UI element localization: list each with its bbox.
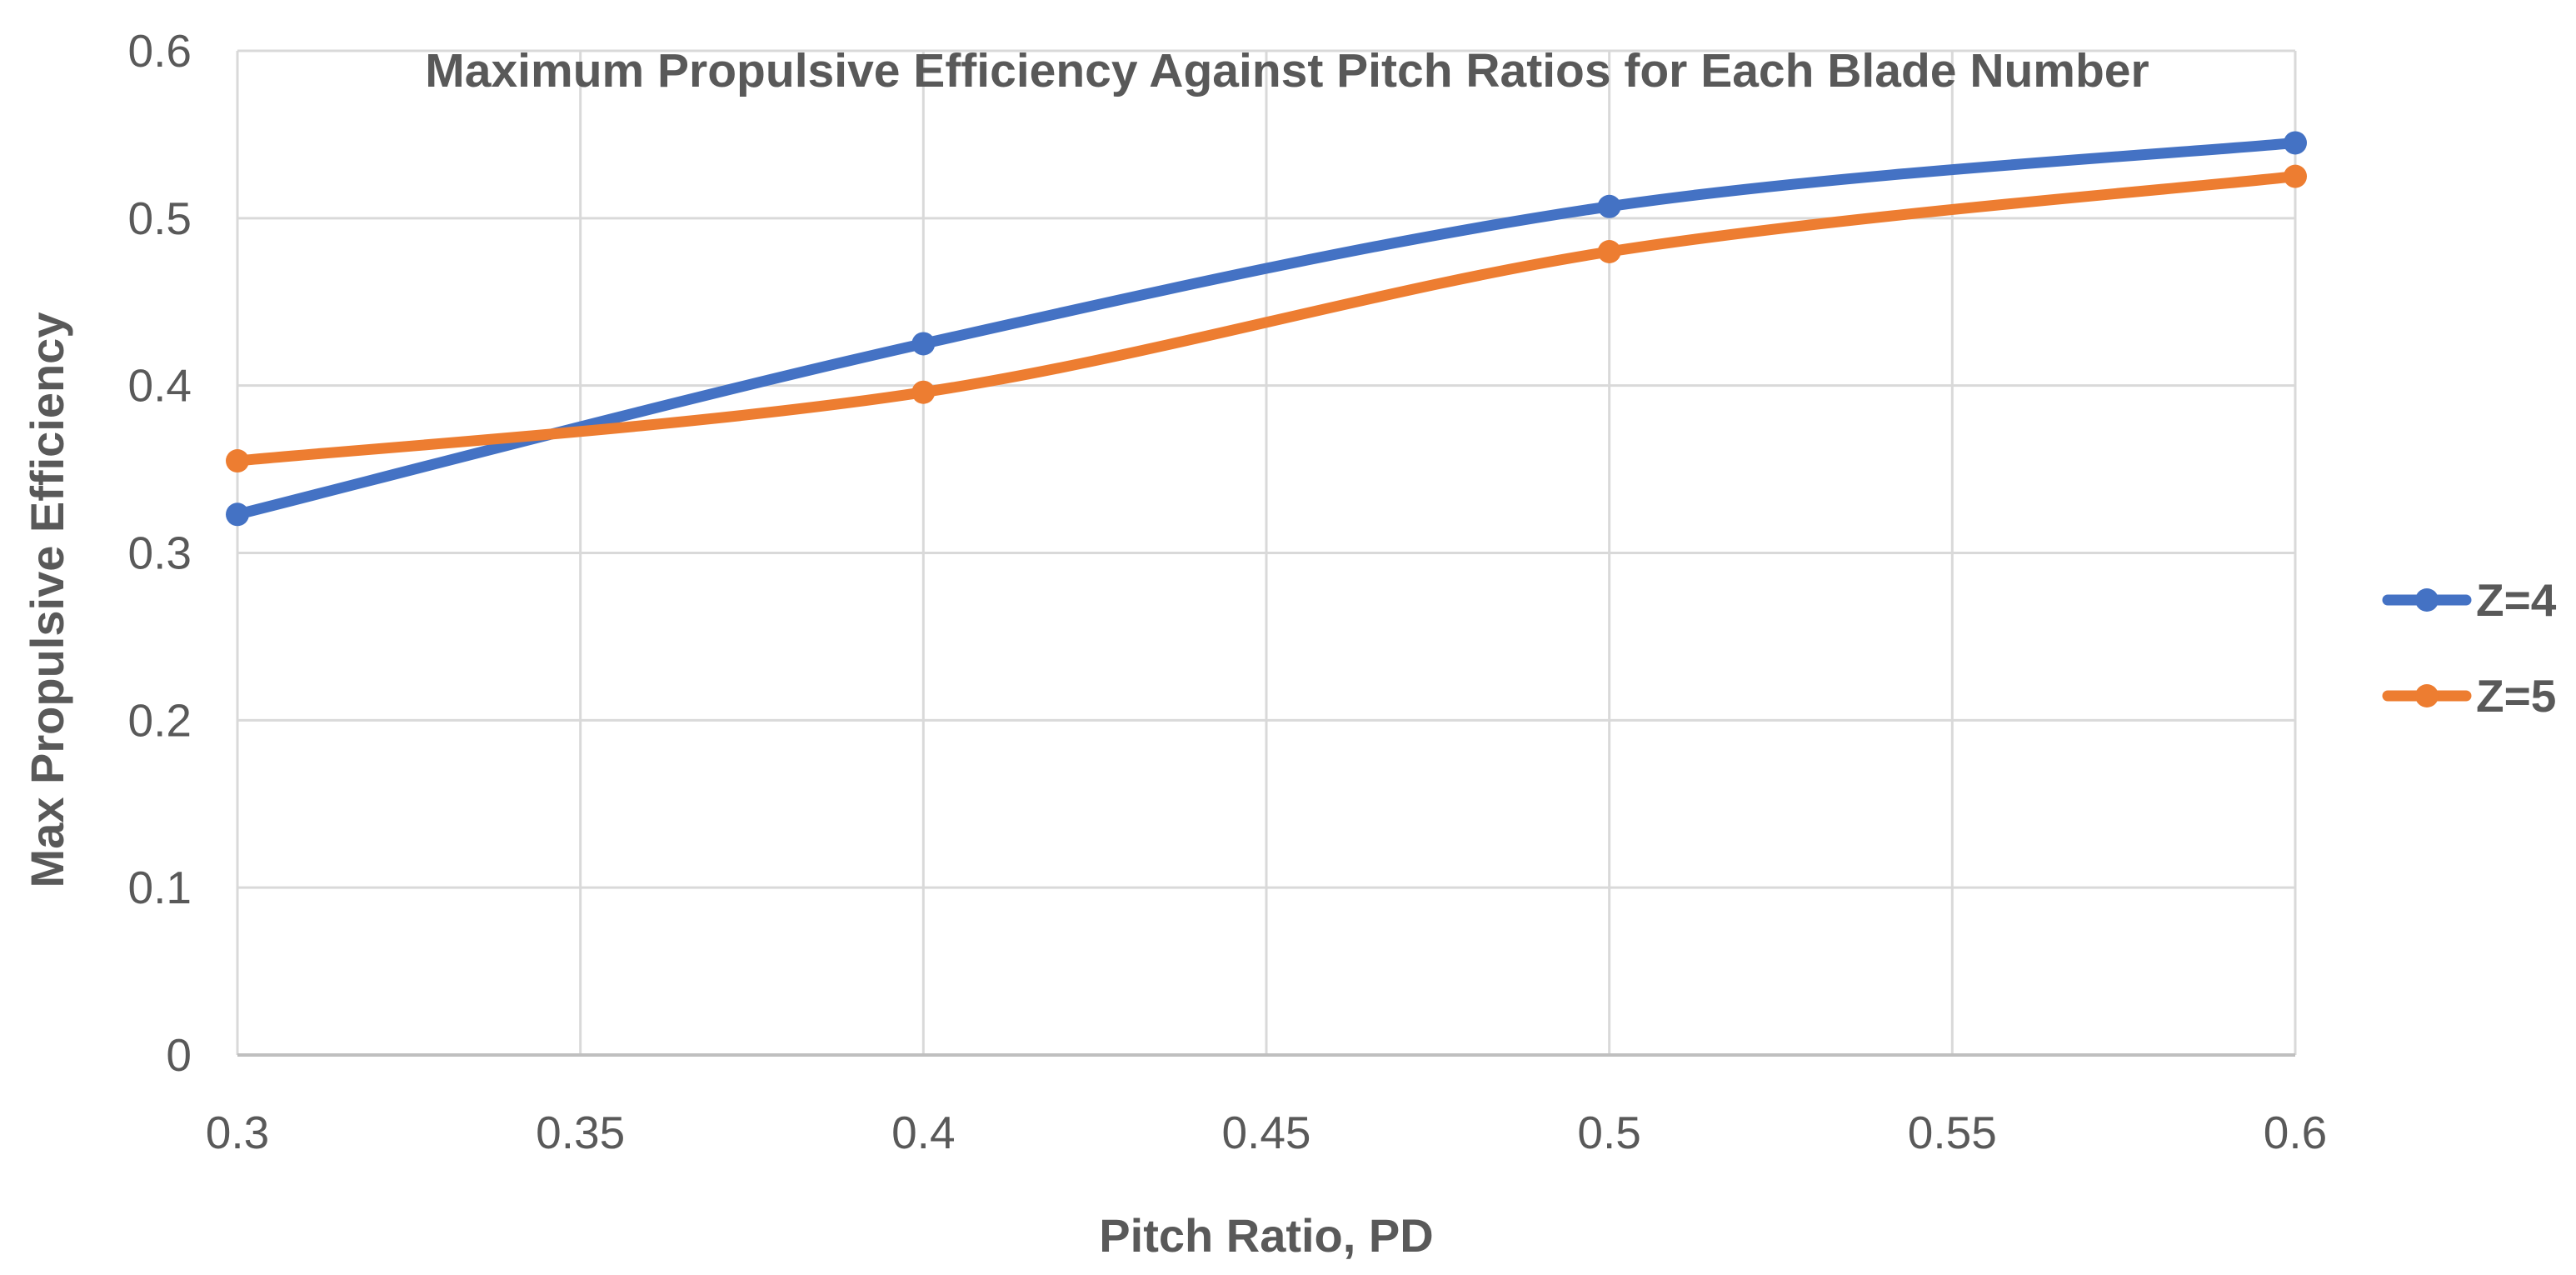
x-tick-label: 0.35 — [536, 1107, 625, 1158]
y-tick-label: 0.6 — [128, 25, 192, 77]
data-point-z5 — [226, 449, 249, 473]
y-tick-label: 0.1 — [128, 862, 192, 913]
chart-legend: Z=4 Z=5 — [2382, 574, 2557, 722]
y-tick-label: 0.4 — [128, 360, 192, 412]
chart-series — [226, 131, 2307, 527]
series-line-z5 — [232, 171, 2301, 467]
data-point-z5 — [1597, 240, 1621, 263]
chart-axes — [236, 51, 2295, 1057]
x-tick-label: 0.45 — [1221, 1107, 1310, 1158]
chart-tick-labels: 0.3 0.35 0.4 0.45 0.5 0.55 0.6 0 0.1 0.2 0.3 0.4 0.5… — [128, 25, 2328, 1158]
data-point-z4 — [1597, 194, 1621, 218]
legend-marker-z4 — [2415, 588, 2439, 612]
data-point-z4 — [2284, 131, 2307, 155]
x-tick-label: 0.5 — [1577, 1107, 1640, 1158]
legend-item-z4: Z=4 — [2382, 574, 2557, 626]
y-tick-label: 0.5 — [128, 192, 192, 244]
data-point-z4 — [226, 502, 249, 527]
chart-title: Maximum Propulsive Efficiency Against Pi… — [425, 44, 2149, 98]
legend-label-z4: Z=4 — [2476, 574, 2557, 626]
y-tick-label: 0.2 — [128, 694, 192, 746]
legend-item-z5: Z=5 — [2382, 670, 2556, 722]
x-tick-label: 0.3 — [206, 1107, 269, 1158]
data-point-z4 — [911, 332, 936, 356]
y-axis-title: Max Propulsive Efficiency — [21, 312, 73, 888]
x-axis-title: Pitch Ratio, PD — [1099, 1209, 1433, 1262]
chart-grid — [236, 49, 2297, 1057]
y-tick-label: 0.3 — [128, 528, 192, 579]
data-point-z5 — [911, 380, 936, 404]
data-point-z5 — [2284, 164, 2307, 188]
x-tick-label: 0.4 — [891, 1107, 955, 1158]
y-tick-label: 0 — [166, 1029, 192, 1081]
x-tick-label: 0.6 — [2264, 1107, 2327, 1158]
legend-label-z5: Z=5 — [2476, 670, 2556, 722]
legend-marker-z5 — [2415, 684, 2439, 708]
x-tick-label: 0.55 — [1908, 1107, 1997, 1158]
